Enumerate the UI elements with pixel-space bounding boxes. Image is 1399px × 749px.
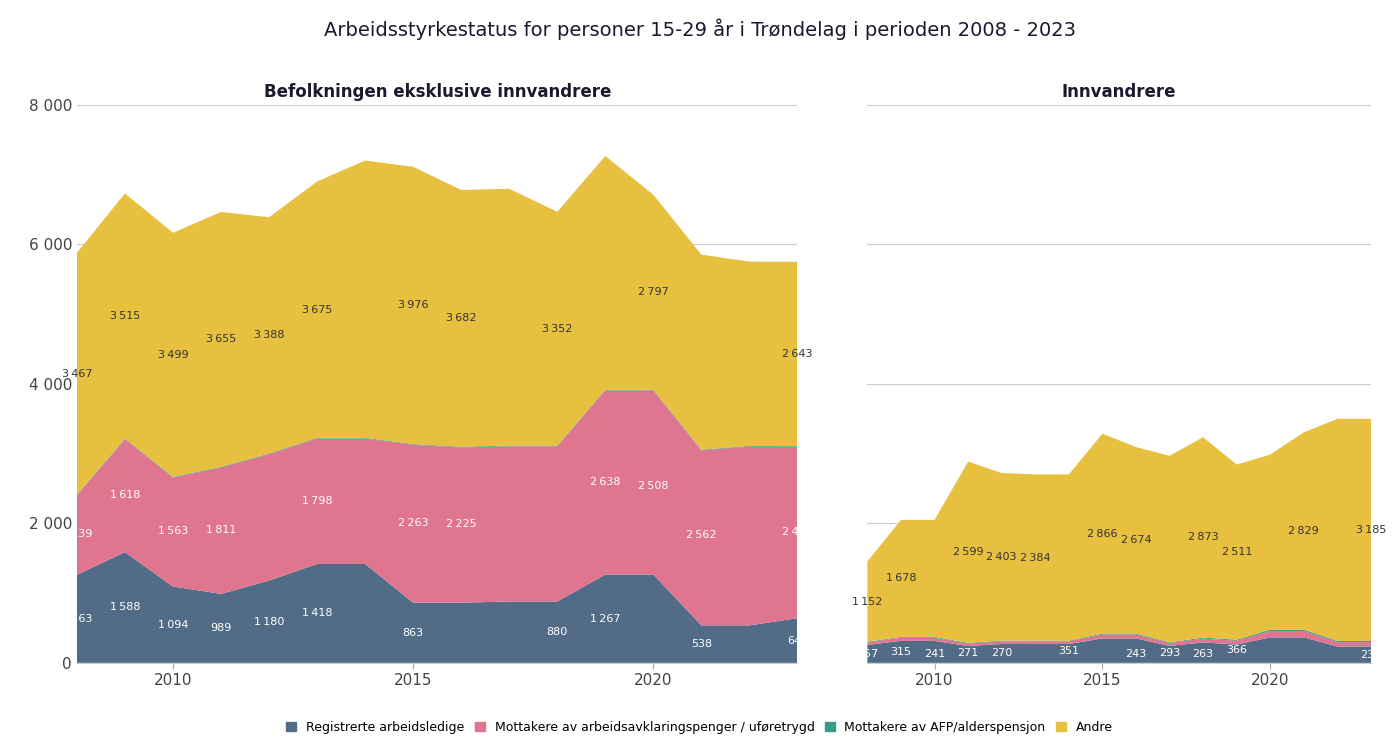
Text: 1 180: 1 180 [253, 616, 284, 627]
Text: 2 797: 2 797 [638, 288, 669, 297]
Text: 1 811: 1 811 [206, 525, 236, 535]
Text: 3 185: 3 185 [1356, 525, 1386, 535]
Legend: Registrerte arbeidsledige, Mottakere av arbeidsavklaringspenger / uføretrygd, Mo: Registrerte arbeidsledige, Mottakere av … [281, 716, 1118, 739]
Text: 2 508: 2 508 [638, 482, 669, 491]
Text: 2 599: 2 599 [953, 548, 983, 557]
Text: 3 515: 3 515 [111, 311, 140, 321]
Text: 2 829: 2 829 [1288, 526, 1319, 536]
Text: 1 798: 1 798 [302, 496, 333, 506]
Text: 3 388: 3 388 [253, 330, 284, 340]
Text: 2 457: 2 457 [782, 527, 813, 537]
Text: 1 263: 1 263 [62, 614, 92, 624]
Text: 1 094: 1 094 [158, 619, 189, 630]
Text: 1 618: 1 618 [109, 490, 140, 500]
Text: 3 352: 3 352 [541, 324, 572, 334]
Text: 1 418: 1 418 [302, 608, 333, 619]
Text: 2 562: 2 562 [686, 530, 716, 540]
Text: 3 655: 3 655 [206, 334, 236, 345]
Text: 2 263: 2 263 [397, 518, 428, 528]
Text: 2 643: 2 643 [782, 349, 813, 359]
Text: 2 866: 2 866 [1087, 529, 1118, 539]
Text: 3 682: 3 682 [446, 313, 477, 324]
Text: 293: 293 [1158, 648, 1181, 658]
Text: 271: 271 [957, 649, 979, 658]
Text: 2 225: 2 225 [446, 519, 477, 530]
Text: 1 563: 1 563 [158, 527, 187, 536]
Text: 1 678: 1 678 [886, 574, 916, 583]
Text: 351: 351 [1058, 646, 1080, 655]
Text: 640: 640 [786, 636, 809, 646]
Text: 315: 315 [890, 647, 912, 657]
Text: 880: 880 [547, 627, 568, 637]
Text: 3 467: 3 467 [62, 369, 92, 379]
Text: 2 873: 2 873 [1188, 533, 1219, 542]
Text: 2 674: 2 674 [1121, 536, 1151, 545]
Text: 270: 270 [990, 649, 1013, 658]
Text: 3 499: 3 499 [158, 350, 189, 360]
Text: 863: 863 [403, 628, 424, 637]
Text: 263: 263 [1192, 649, 1214, 658]
Text: 2 638: 2 638 [590, 477, 621, 487]
Text: 2 511: 2 511 [1221, 547, 1252, 557]
Text: 538: 538 [691, 639, 712, 649]
Text: Arbeidsstyrkestatus for personer 15-29 år i Trøndelag i perioden 2008 - 2023: Arbeidsstyrkestatus for personer 15-29 å… [323, 19, 1076, 40]
Title: Innvandrere: Innvandrere [1062, 82, 1177, 100]
Text: 243: 243 [1125, 649, 1147, 659]
Text: 3 675: 3 675 [302, 305, 333, 315]
Text: 366: 366 [1226, 645, 1248, 655]
Text: 257: 257 [856, 649, 879, 659]
Text: 241: 241 [923, 649, 946, 659]
Text: 2 403: 2 403 [986, 552, 1017, 562]
Text: 1 139: 1 139 [62, 530, 92, 539]
Text: 1 588: 1 588 [109, 602, 140, 613]
Text: 2 384: 2 384 [1020, 553, 1051, 562]
Text: 3 976: 3 976 [397, 300, 428, 311]
Title: Befolkningen eksklusive innvandrere: Befolkningen eksklusive innvandrere [263, 82, 611, 100]
Text: 235: 235 [1360, 649, 1382, 660]
Text: 1 267: 1 267 [590, 613, 621, 624]
Text: 989: 989 [210, 623, 232, 634]
Text: 1 152: 1 152 [852, 597, 883, 607]
